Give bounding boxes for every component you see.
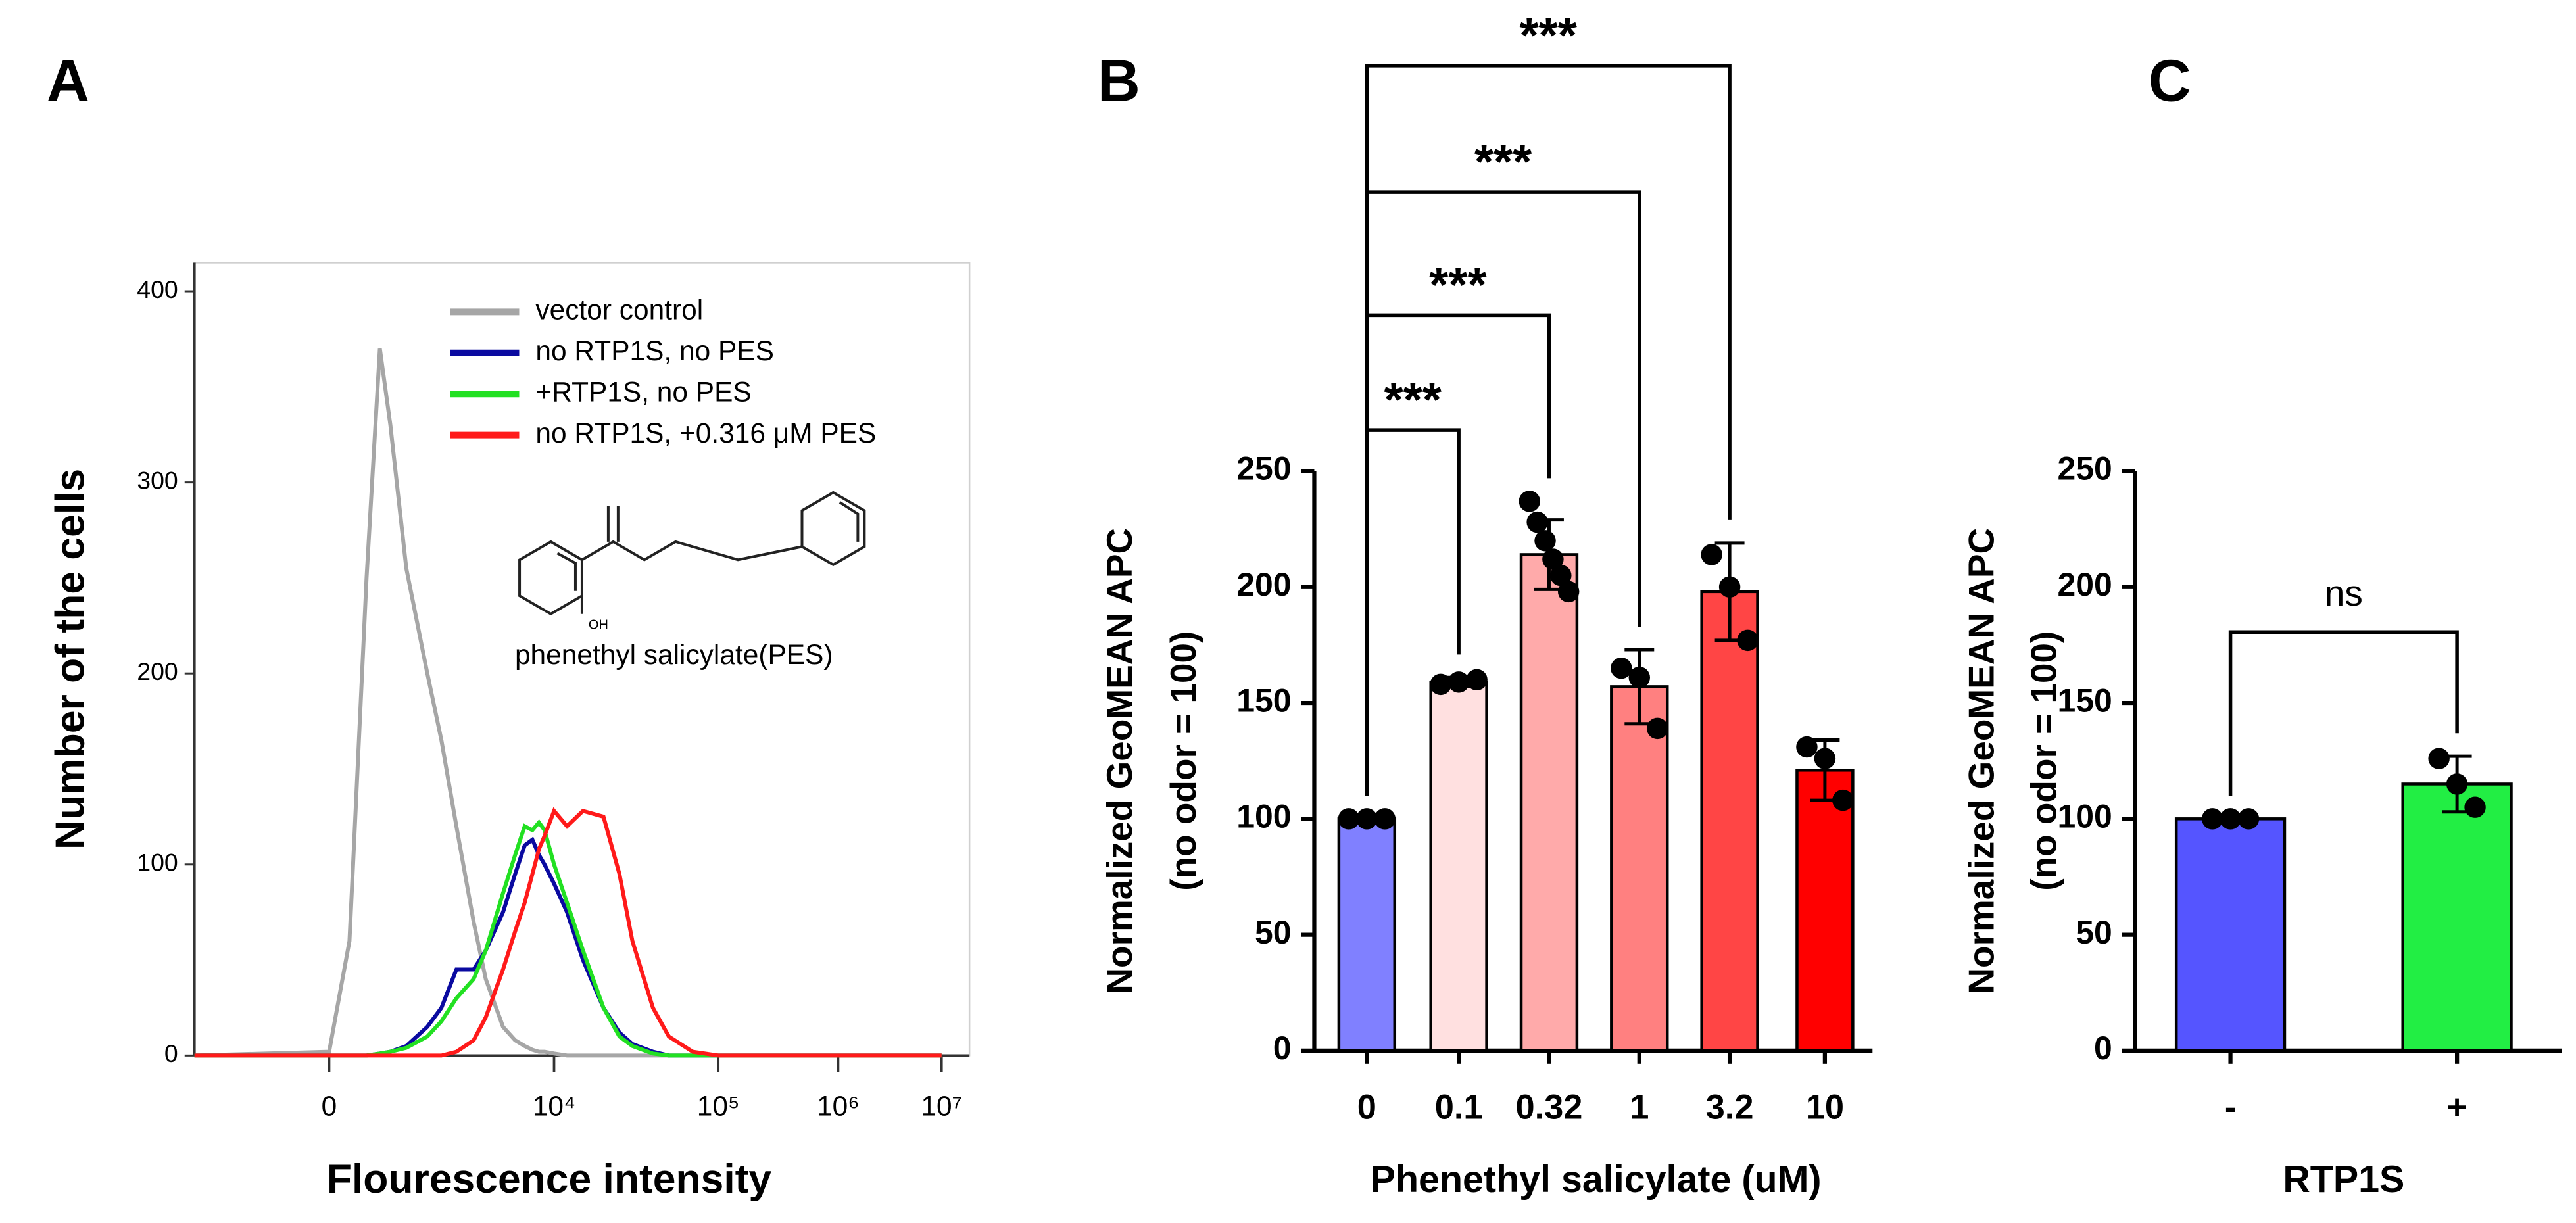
x-tick-label: 0.32	[1515, 1089, 1582, 1127]
data-point	[1374, 808, 1396, 830]
y-tick-label: 200	[1236, 566, 1291, 603]
y-tick-label: 250	[1236, 450, 1291, 487]
panel-letter: C	[2149, 49, 2191, 114]
y-tick-label: 50	[2076, 914, 2112, 951]
histogram-line	[194, 807, 942, 1058]
bar	[2401, 782, 2513, 1053]
significance-label: ***	[1474, 134, 1532, 189]
x-tick-label: 10⁶	[817, 1090, 860, 1121]
legend-label: +RTP1S, no PES	[535, 376, 751, 407]
data-point	[2201, 808, 2224, 830]
y-axis-label: Normalized GeoMEAN APC	[1961, 528, 2002, 994]
y-axis-label: Normalized GeoMEAN APC	[1099, 528, 1140, 994]
y-tick-label: 150	[1236, 682, 1291, 719]
y-tick-label: 250	[2058, 450, 2112, 487]
structure-name: phenethyl salicylate(PES)	[515, 639, 833, 670]
y-tick-label: 0	[1273, 1030, 1292, 1067]
significance-bracket	[1365, 190, 1641, 796]
data-point	[2220, 808, 2241, 830]
y-tick-label: 100	[1236, 798, 1291, 835]
significance-label: ***	[1520, 8, 1578, 63]
panel-letter: A	[47, 49, 89, 114]
x-tick-label: 10⁷	[921, 1090, 962, 1121]
y-tick-label: 400	[137, 276, 178, 303]
y-tick-label: 0	[2094, 1030, 2112, 1067]
y-tick-label: 100	[137, 849, 178, 876]
data-point	[1338, 808, 1360, 830]
bar	[1429, 681, 1488, 1053]
bar	[2174, 817, 2287, 1053]
data-point	[1611, 657, 1632, 679]
panel-letter: B	[1098, 49, 1140, 114]
data-point	[1814, 748, 1836, 769]
data-point	[1519, 491, 1540, 512]
y-tick-label: 100	[2058, 798, 2112, 835]
x-tick-label: -	[2225, 1089, 2236, 1127]
data-point	[1447, 671, 1470, 693]
data-point	[1466, 669, 1488, 691]
data-point	[2464, 796, 2486, 818]
bar	[1700, 590, 1759, 1053]
x-tick-label: 0	[1357, 1089, 1376, 1127]
legend-label: vector control	[535, 295, 703, 325]
data-point	[1550, 564, 1572, 587]
y-tick-label: 200	[137, 658, 178, 685]
data-point	[1542, 548, 1564, 570]
y-tick-label: 150	[2058, 682, 2112, 719]
x-tick-label: 3.2	[1706, 1089, 1754, 1127]
data-point	[2446, 773, 2468, 795]
data-point	[2428, 748, 2450, 769]
data-point	[1718, 576, 1741, 598]
y-tick-label: 300	[137, 467, 178, 494]
data-point	[1430, 673, 1451, 696]
data-point	[1796, 736, 1818, 758]
data-point	[1628, 667, 1651, 688]
bar	[1610, 685, 1669, 1053]
y-tick-label: 200	[2058, 566, 2112, 603]
bar	[1337, 817, 1397, 1053]
legend-label: no RTP1S, +0.316 μM PES	[535, 418, 876, 448]
x-tick-label: 1	[1630, 1089, 1649, 1127]
data-point	[1534, 530, 1556, 552]
significance-bracket	[1365, 64, 1732, 796]
y-tick-label: 50	[1255, 914, 1292, 951]
data-point	[1647, 717, 1668, 740]
x-axis-label: RTP1S	[2283, 1159, 2404, 1201]
data-point	[1832, 789, 1854, 811]
data-point	[1737, 629, 1759, 652]
legend-label: no RTP1S, no PES	[535, 335, 774, 366]
chemical-structure	[518, 491, 866, 616]
x-tick-label: 0.1	[1435, 1089, 1483, 1127]
data-point	[1526, 511, 1548, 533]
x-tick-label: 10⁵	[697, 1090, 740, 1121]
bar	[1795, 769, 1855, 1053]
structure-atom: OH	[589, 618, 608, 633]
histogram-line	[194, 836, 942, 1058]
x-tick-label: 10⁴	[533, 1090, 575, 1121]
x-tick-label: +	[2447, 1089, 2467, 1127]
significance-label: ***	[1429, 257, 1487, 312]
histogram-line	[194, 348, 942, 1058]
x-axis-label: Flourescence intensity	[327, 1157, 772, 1202]
significance-label: ***	[1384, 372, 1442, 427]
significance-label: ns	[2325, 573, 2363, 613]
x-axis-label: Phenethyl salicylate (uM)	[1371, 1159, 1822, 1201]
y-axis-label: (no odor = 100)	[2023, 631, 2064, 891]
data-point	[1356, 808, 1378, 830]
y-tick-label: 0	[164, 1040, 178, 1067]
y-axis-label: Number of the cells	[47, 469, 93, 850]
bar	[1519, 553, 1579, 1053]
y-axis-label: (no odor = 100)	[1163, 631, 1203, 891]
x-tick-label: 0	[322, 1090, 337, 1121]
data-point	[1701, 544, 1722, 565]
significance-bracket	[2228, 630, 2459, 796]
x-tick-label: 10	[1806, 1089, 1844, 1127]
data-point	[1557, 581, 1580, 603]
data-point	[2237, 808, 2260, 830]
histogram-line	[194, 819, 942, 1058]
